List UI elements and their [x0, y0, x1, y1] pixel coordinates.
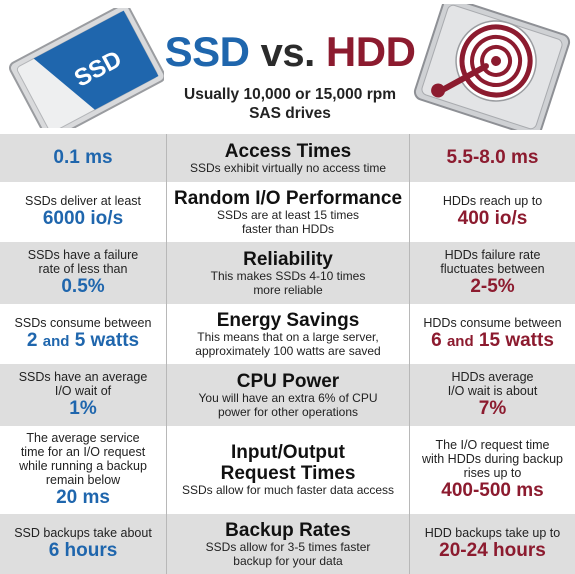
- ssd-value: 2 and 5 watts: [26, 329, 140, 351]
- row-backup-rates: SSD backups take about 6 hours Backup Ra…: [0, 514, 575, 574]
- hdd-text: HDDs average: [451, 370, 534, 384]
- hdd-cell: HDDs failure rate fluctuates between 2-5…: [410, 242, 575, 304]
- hdd-drive-icon: [413, 4, 571, 130]
- ssd-text: SSDs have an average: [18, 370, 148, 384]
- header: SSD SSD vs. HDD Usually 10,000 or 15,000…: [0, 0, 575, 134]
- ssd-cell: SSDs consume between 2 and 5 watts: [0, 304, 166, 364]
- row-reliability: SSDs have a failure rate of less than 0.…: [0, 242, 575, 304]
- metric-description: You will have an extra 6% of CPU: [198, 391, 378, 405]
- ssd-text: SSDs consume between: [14, 315, 152, 330]
- ssd-cell: The average service time for an I/O requ…: [0, 426, 166, 514]
- hdd-text: HDDs consume between: [423, 315, 562, 330]
- metric-title: CPU Power: [236, 371, 340, 392]
- metric-cell: CPU Power You will have an extra 6% of C…: [166, 364, 410, 426]
- row-random-io: SSDs deliver at least 6000 io/s Random I…: [0, 182, 575, 242]
- ssd-cell: SSD backups take about 6 hours: [0, 514, 166, 574]
- ssd-text: rate of less than: [38, 262, 128, 276]
- ssd-value: 6 hours: [48, 540, 118, 561]
- metric-description: backup for your data: [233, 553, 343, 568]
- hdd-text: HDDs reach up to: [442, 194, 543, 208]
- row-access-times: 0.1 ms Access Times SSDs exhibit virtual…: [0, 134, 575, 182]
- ssd-text: I/O wait of: [54, 384, 112, 398]
- metric-cell: Energy Savings This means that on a larg…: [166, 304, 410, 364]
- hdd-text: The I/O request time: [435, 438, 550, 452]
- ssd-value: 20 ms: [56, 487, 110, 508]
- metric-title: Energy Savings: [216, 310, 360, 331]
- hdd-text: fluctuates between: [440, 262, 545, 276]
- ssd-cell: 0.1 ms: [0, 134, 166, 182]
- metric-description: faster than HDDs: [241, 221, 335, 236]
- metric-description: more reliable: [253, 282, 323, 297]
- page-title: SSD vs. HDD: [164, 28, 416, 76]
- ssd-text: SSD backups take about: [14, 526, 152, 540]
- hdd-cell: HDDs reach up to 400 io/s: [410, 182, 575, 242]
- hdd-value: 400-500 ms: [441, 480, 544, 501]
- row-cpu-power: SSDs have an average I/O wait of 1% CPU …: [0, 364, 575, 426]
- row-io-request-times: The average service time for an I/O requ…: [0, 426, 575, 514]
- metric-cell: Random I/O Performance SSDs are at least…: [166, 182, 410, 242]
- ssd-text: remain below: [45, 473, 121, 487]
- hdd-cell: HDDs average I/O wait is about 7%: [410, 364, 575, 426]
- row-energy-savings: SSDs consume between 2 and 5 watts Energ…: [0, 304, 575, 364]
- ssd-value: 6000 io/s: [42, 208, 124, 229]
- hdd-text: HDDs failure rate: [444, 248, 541, 262]
- subtitle: Usually 10,000 or 15,000 rpm SAS drives: [184, 86, 396, 122]
- ssd-text: time for an I/O request: [20, 445, 146, 459]
- metric-title: Backup Rates: [225, 520, 351, 541]
- hdd-value: 2-5%: [470, 276, 515, 297]
- metric-title: Random I/O Performance: [173, 188, 403, 209]
- metric-description: approximately 100 watts are saved: [195, 343, 381, 358]
- ssd-text: SSDs deliver at least: [24, 194, 142, 208]
- hdd-text: rises up to: [463, 466, 522, 480]
- ssd-value: 0.5%: [61, 276, 105, 297]
- ssd-value: 0.1 ms: [53, 147, 113, 168]
- hdd-cell: HDDs consume between 6 and 15 watts: [410, 304, 575, 364]
- metric-description: This means that on a large server,: [197, 330, 379, 344]
- metric-description: SSDs exhibit virtually no access time: [189, 160, 387, 175]
- metric-title: Reliability: [243, 249, 333, 270]
- hdd-value: 5.5-8.0 ms: [446, 147, 539, 168]
- metric-cell: Access Times SSDs exhibit virtually no a…: [166, 134, 410, 182]
- ssd-text: The average service: [26, 431, 140, 445]
- metric-description: SSDs allow for 3-5 times faster: [205, 540, 371, 554]
- ssd-drive-icon: SSD: [9, 8, 164, 128]
- hdd-value: 7%: [478, 398, 507, 419]
- hdd-cell: 5.5-8.0 ms: [410, 134, 575, 182]
- hdd-value: 400 io/s: [457, 208, 528, 229]
- metric-cell: Input/Output Request Times SSDs allow fo…: [166, 426, 410, 514]
- metric-description: This makes SSDs 4-10 times: [210, 269, 366, 283]
- metric-description: SSDs are at least 15 times: [216, 208, 360, 222]
- metric-cell: Reliability This makes SSDs 4-10 times m…: [166, 242, 410, 304]
- metric-title: Request Times: [220, 463, 356, 485]
- ssd-value: 1%: [69, 398, 97, 419]
- metric-description: SSDs allow for much faster data access: [181, 483, 395, 498]
- metric-title: Access Times: [224, 140, 352, 162]
- hdd-value: 6 and 15 watts: [431, 329, 554, 351]
- metric-title: Input/Output: [231, 442, 345, 464]
- hdd-cell: HDD backups take up to 20-24 hours: [410, 514, 575, 574]
- ssd-cell: SSDs have a failure rate of less than 0.…: [0, 242, 166, 304]
- metric-cell: Backup Rates SSDs allow for 3-5 times fa…: [166, 514, 410, 574]
- hdd-text: with HDDs during backup: [421, 452, 564, 466]
- metric-description: power for other operations: [217, 404, 359, 419]
- hdd-cell: The I/O request time with HDDs during ba…: [410, 426, 575, 514]
- ssd-cell: SSDs deliver at least 6000 io/s: [0, 182, 166, 242]
- hdd-text: HDD backups take up to: [424, 526, 561, 540]
- ssd-text: while running a backup: [19, 459, 147, 473]
- ssd-cell: SSDs have an average I/O wait of 1%: [0, 364, 166, 426]
- hdd-value: 20-24 hours: [439, 540, 546, 561]
- ssd-text: SSDs have a failure: [27, 248, 139, 262]
- hdd-text: I/O wait is about: [447, 384, 538, 398]
